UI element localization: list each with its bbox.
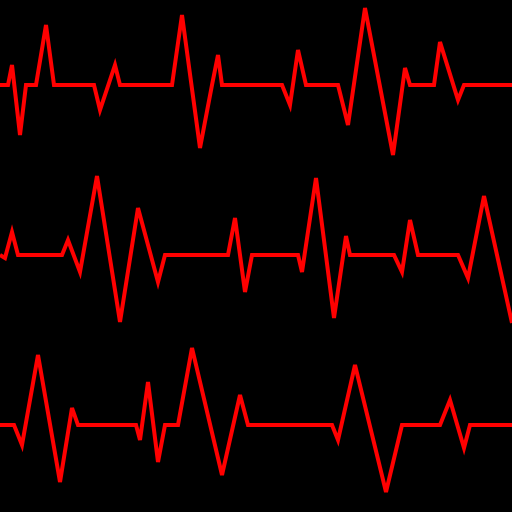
ecg-trace-bottom (0, 347, 512, 493)
ecg-trace-middle (0, 175, 512, 324)
ecg-trace-top (0, 7, 512, 156)
